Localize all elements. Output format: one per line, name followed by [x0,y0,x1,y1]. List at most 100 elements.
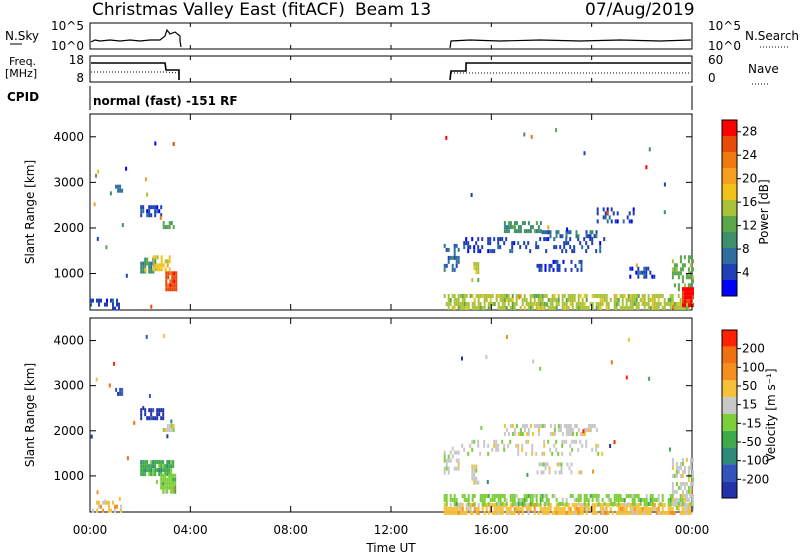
power-cell [515,302,518,306]
power-cell [489,306,492,310]
power-cell [100,298,102,303]
power-ytick-label: 2000 [53,221,84,235]
power-cell [544,267,547,272]
velocity-cell [453,466,456,471]
velocity-cell [669,502,672,506]
power-cell [160,259,163,264]
power-cell [686,291,688,296]
velocity-cell [635,511,638,515]
velocity-cell [471,468,474,473]
power-cell [116,302,118,307]
velocity-cell [170,477,173,482]
velocity-cell [609,444,612,448]
velocity-cell [511,498,514,502]
power-cell [495,294,498,298]
power-cell [585,294,588,298]
velocity-cell [599,507,602,511]
velocity-cell [523,428,526,432]
velocity-cell [443,458,446,463]
velocity-cell [659,502,662,506]
power-cell [98,302,100,307]
power-cell [481,294,484,298]
velocity-cell [647,507,650,511]
velocity-cell [449,498,452,502]
power-cell [451,255,454,260]
power-cell [581,302,584,306]
velocity-cell [573,424,576,428]
power-cell [513,241,516,246]
power-cell [612,211,615,216]
velocity-cell [643,502,646,506]
velocity-colorbar-band [722,481,737,498]
velocity-cell [443,466,446,471]
velocity-cell [591,507,594,511]
velocity-cell [592,469,594,474]
power-cell [503,294,506,298]
velocity-cell [537,432,540,436]
velocity-cell [673,501,676,506]
velocity-cell [447,470,450,475]
velocity-cell [98,500,100,505]
velocity-cell [575,498,578,502]
power-colorbar-band [722,280,737,296]
power-cell [168,255,171,260]
power-cell [140,213,143,218]
power-cell [447,306,450,310]
velocity-cell [549,507,552,511]
velocity-cell [595,443,598,448]
velocity-cell [521,424,524,428]
velocity-cell [580,470,583,475]
velocity-cell [558,462,561,467]
velocity-cell [455,507,458,511]
power-cell [687,267,690,272]
velocity-cell [595,447,598,452]
velocity-cell [681,457,684,462]
power-cell [96,236,99,241]
power-cell [566,227,569,232]
freq-panel: Freq. [MHz] 18 8 60 0 Nave [5,53,779,85]
velocity-cell [607,498,610,502]
power-cell [471,294,474,298]
power-cell [613,294,616,298]
power-cell [541,298,544,302]
power-cell [687,306,690,310]
power-cell [577,294,580,298]
velocity-cell [591,503,594,507]
velocity-cell [489,503,492,507]
velocity-cell [549,432,552,436]
power-cell [599,302,602,306]
velocity-cell [525,432,528,436]
power-cell [595,306,598,310]
power-cell [573,249,576,254]
power-cell [154,257,157,262]
velocity-cell [681,511,684,515]
velocity-cell [579,494,582,498]
velocity-cell [561,451,564,456]
velocity-cell [148,416,151,421]
velocity-cell [521,432,524,436]
power-cell [166,225,169,230]
velocity-cell [154,472,157,477]
power-cell [511,302,514,306]
power-cell [110,298,112,303]
velocity-cell [455,498,458,502]
velocity-cell [566,462,569,467]
velocity-cell [645,498,648,502]
velocity-cell [449,450,452,455]
power-cell [682,295,684,300]
power-cell [511,241,514,246]
velocity-cell [172,487,175,492]
velocity-cell [595,498,598,502]
velocity-cell [561,439,564,444]
power-cell [614,219,617,224]
power-cell [583,302,586,306]
power-cell [467,306,470,310]
velocity-cell [591,424,594,428]
velocity-cell [485,503,488,507]
velocity-cell [537,424,540,428]
velocity-cell [150,416,153,421]
power-cell [553,294,556,298]
velocity-cell [467,498,470,502]
velocity-cell [597,494,600,498]
power-cell [487,306,490,310]
